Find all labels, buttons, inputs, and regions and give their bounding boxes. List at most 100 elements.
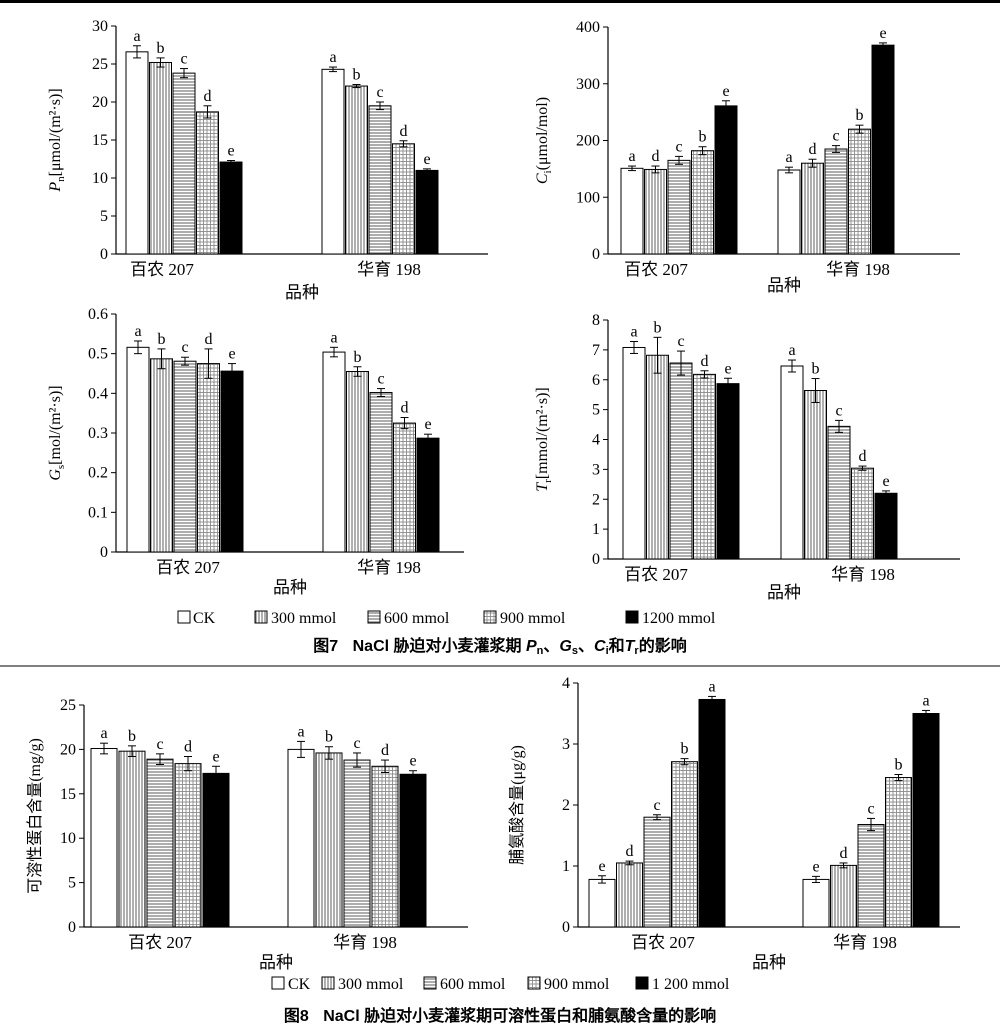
legend-swatch-300 <box>321 976 335 990</box>
figure7-caption: 图7 NaCl 胁迫对小麦灌浆期 Pn、Gs、Ci和Tr的影响 <box>313 636 686 657</box>
error-bar <box>858 465 867 471</box>
y-axis-label: Gs[mol/(m²·s)] <box>47 385 67 480</box>
y-axis-label-unit: 可溶性蛋白含量(mg/g) <box>26 738 44 894</box>
y-tick-label: 0.4 <box>88 385 108 402</box>
bar <box>691 150 714 255</box>
bar <box>90 748 118 928</box>
bar <box>874 492 898 560</box>
caption-text: NaCl 胁迫对小麦灌浆期 <box>353 636 526 655</box>
y-tick-label: 3 <box>562 736 570 753</box>
bar <box>343 759 371 928</box>
significance-letter: a <box>785 149 792 166</box>
x-tick-label: 百农 207 <box>130 260 194 279</box>
legend-label: 900 mmol <box>500 610 566 627</box>
error-bar <box>353 366 362 377</box>
error-bar <box>788 359 796 373</box>
legend-label: 900 mmol <box>544 976 610 993</box>
error-bar <box>680 758 689 766</box>
significance-letter: e <box>409 753 416 770</box>
significance-letter: a <box>329 49 336 66</box>
error-bar <box>700 370 709 379</box>
y-tick-label: 0 <box>592 551 600 568</box>
significance-letter: b <box>158 331 166 348</box>
y-tick-label: 0.5 <box>88 346 108 363</box>
bar <box>196 111 219 255</box>
bar <box>220 370 244 553</box>
error-bar <box>835 419 843 433</box>
y-axis-label: Tr[mmol/(m²·s)] <box>534 387 554 491</box>
y-tick-label: 7 <box>592 342 600 359</box>
error-bar <box>708 695 716 704</box>
bar <box>848 128 871 255</box>
bar <box>321 68 345 255</box>
caption-sub: s <box>572 645 578 657</box>
error-bar <box>867 817 875 832</box>
bar <box>315 752 343 928</box>
x-axis-label: 品种 <box>285 283 319 302</box>
bar <box>857 824 885 928</box>
significance-letter: a <box>788 342 795 359</box>
significance-letter: b <box>654 319 662 336</box>
y-tick-label: 1 <box>592 521 600 538</box>
y-axis-label: Pn[μmol/(m²·s)] <box>47 88 67 192</box>
y-tick-label: 5 <box>100 208 108 225</box>
bar <box>345 85 368 255</box>
bar <box>851 467 874 560</box>
bar <box>369 392 393 553</box>
significance-letter: b <box>856 107 864 124</box>
y-axis-label-sub: i <box>542 170 554 173</box>
error-bar <box>330 346 338 358</box>
y-axis-label-var: P <box>47 182 64 193</box>
bar <box>801 162 824 255</box>
y-tick-label: 0 <box>100 544 108 561</box>
figure8-legend: CK 300 mmol 600 mmol 900 mmol 1 200 mmol <box>271 976 730 993</box>
error-bar <box>352 84 361 89</box>
error-bar <box>381 759 389 773</box>
significance-letter: e <box>228 346 235 363</box>
error-bar <box>184 756 192 772</box>
error-bar <box>212 765 220 781</box>
error-bar <box>651 165 660 174</box>
caption-var: P <box>526 638 537 655</box>
legend-label: CK <box>288 976 311 993</box>
significance-letter: c <box>867 800 874 817</box>
y-tick-label: 10 <box>92 170 108 187</box>
y-axis-label-sub: s <box>55 465 67 469</box>
y-axis-label: 可溶性蛋白含量(mg/g) <box>26 738 44 894</box>
error-bar <box>227 160 235 165</box>
legend-label: 1200 mmol <box>642 610 716 627</box>
legend-swatch-1200 <box>625 610 639 624</box>
y-axis-label-var: C <box>534 173 551 184</box>
caption-and: 和 <box>609 636 625 655</box>
significance-letter: a <box>708 678 715 695</box>
significance-letter: b <box>353 67 361 84</box>
y-tick-label: 15 <box>92 132 108 149</box>
error-bar <box>353 752 361 768</box>
error-bar <box>100 742 108 755</box>
significance-letter: b <box>699 129 707 146</box>
y-tick-label: 15 <box>60 786 76 803</box>
significance-letter: c <box>181 339 188 356</box>
x-tick-label: 华育 198 <box>357 260 421 279</box>
error-bar <box>785 166 793 174</box>
bar <box>622 346 646 560</box>
bar <box>780 365 804 560</box>
y-axis-label-unit: (μmol/mol) <box>534 97 551 170</box>
error-bar <box>228 363 236 380</box>
y-axis-label-var: T <box>534 482 551 492</box>
error-bar <box>653 814 661 821</box>
y-tick-label: 5 <box>68 875 76 892</box>
error-bar <box>377 388 385 398</box>
bar <box>118 750 146 928</box>
legend-swatch-ck <box>177 610 191 624</box>
error-bar <box>811 378 820 403</box>
error-bar <box>882 490 890 497</box>
figure8-caption: 图8 NaCl 胁迫对小麦灌浆期可溶性蛋白和脯氨酸含量的影响 <box>284 1006 716 1025</box>
bar <box>588 878 616 928</box>
caption-var: G <box>559 638 571 655</box>
chart-proline: 0 1 2 3 4 脯氨酸含量(μg/g) e d c b a e d c b a 百农 207 华育 198 品种 <box>508 675 960 972</box>
bar <box>912 713 940 928</box>
bar <box>202 772 230 928</box>
y-tick-label: 20 <box>60 741 76 758</box>
bar <box>197 363 220 553</box>
